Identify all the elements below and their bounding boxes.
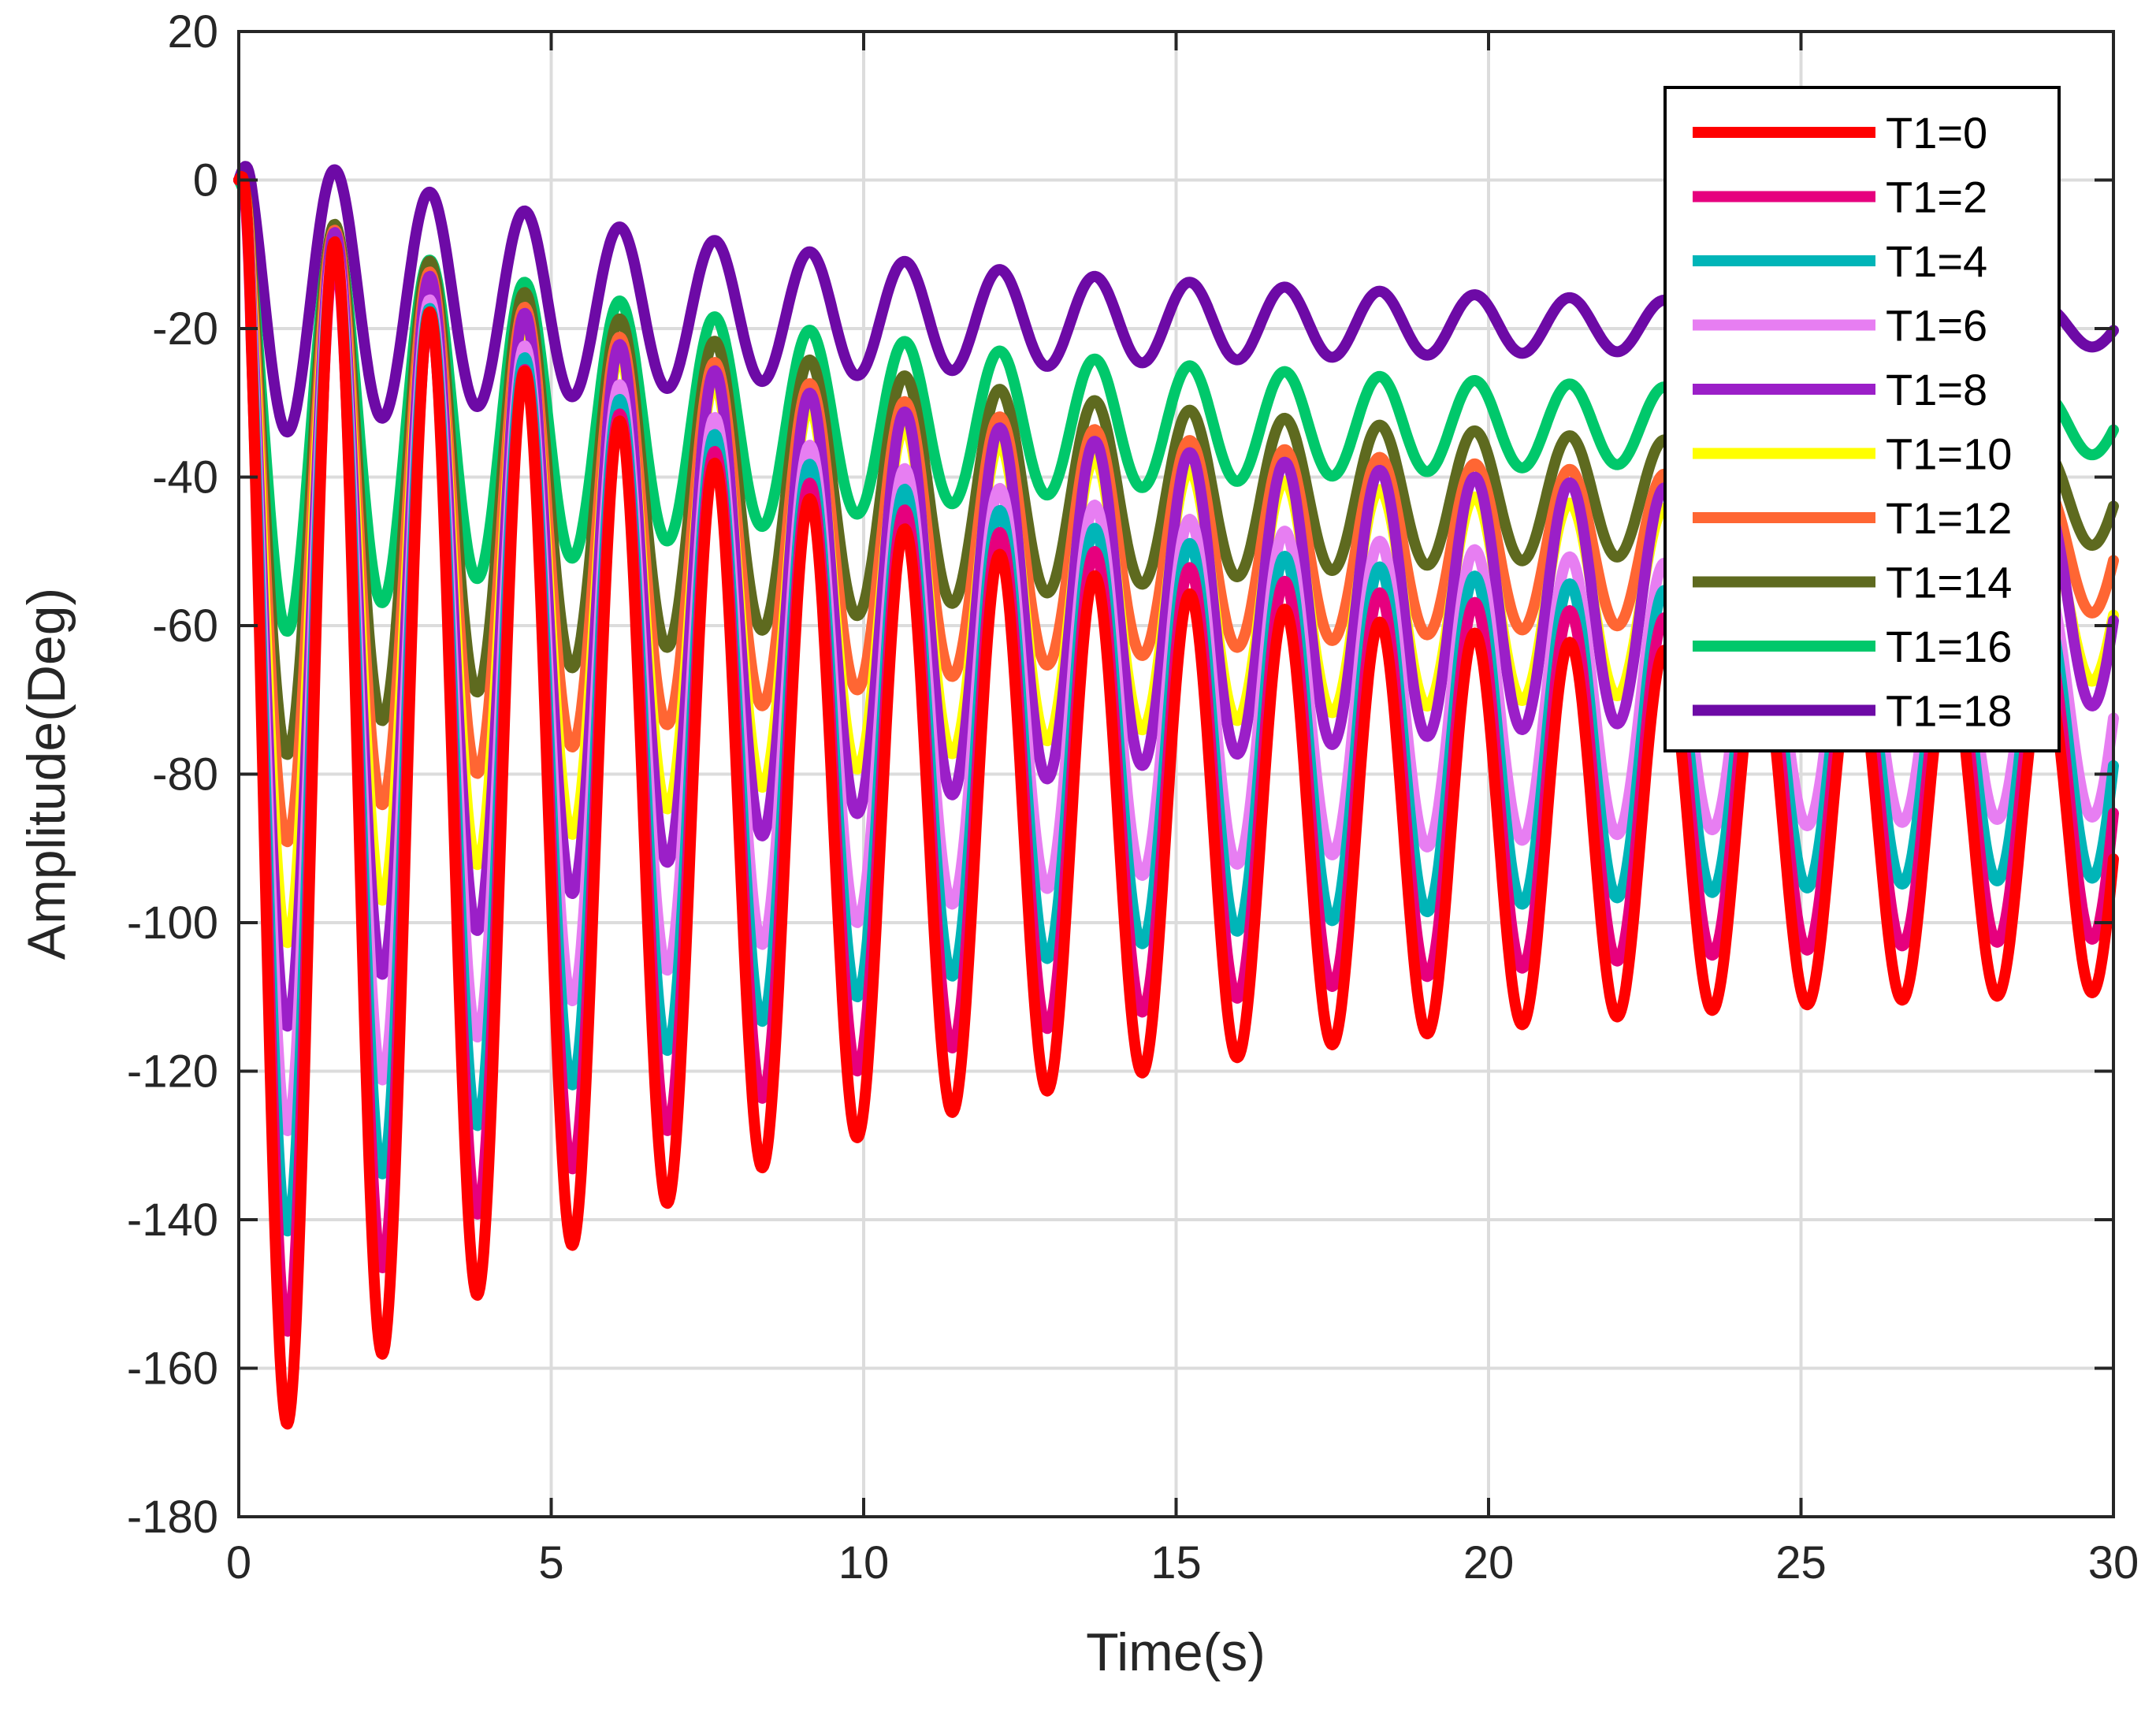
y-tick-label: -20: [152, 303, 218, 355]
legend-label: T1=12: [1886, 493, 2012, 543]
x-tick-label: 10: [838, 1537, 890, 1588]
y-tick-label: -180: [127, 1492, 218, 1543]
legend-label: T1=18: [1886, 686, 2012, 736]
y-tick-label: -120: [127, 1046, 218, 1098]
y-tick-label: -60: [152, 600, 218, 652]
y-tick-label: -140: [127, 1194, 218, 1246]
legend-label: T1=14: [1886, 558, 2012, 607]
legend: T1=0 T1=2 T1=4 T1=6 T1=8 T1=10 T1=12 T1=14 T1=16…: [1663, 86, 2061, 752]
legend-label: T1=2: [1886, 173, 1987, 222]
legend-label: T1=4: [1886, 236, 1987, 286]
y-tick-labels: 20 0 -20 -40 -60 -80 -100 -120 -140 -160 -180: [127, 6, 218, 1543]
legend-label: T1=10: [1886, 429, 2012, 479]
y-tick-label: -80: [152, 749, 218, 801]
series-line-t1-0: [233, 171, 2119, 1430]
x-tick-labels: 0 5 10 15 20 25 30: [226, 1537, 2139, 1588]
y-axis-label: Amplitude(Deg): [17, 588, 76, 960]
axis-ticks: [237, 30, 2115, 1518]
legend-label: T1=0: [1886, 108, 1987, 158]
x-tick-label: 5: [538, 1537, 563, 1588]
x-tick-label: 15: [1150, 1537, 1202, 1588]
y-tick-label: 20: [167, 6, 218, 58]
legend-label: T1=6: [1886, 301, 1987, 351]
x-tick-label: 25: [1775, 1537, 1827, 1588]
legend-label: T1=8: [1886, 365, 1987, 414]
x-tick-label: 0: [226, 1537, 251, 1588]
x-axis-label: Time(s): [1086, 1622, 1266, 1682]
y-tick-label: -40: [152, 452, 218, 503]
y-tick-label: -100: [127, 897, 218, 949]
x-tick-label: 20: [1463, 1537, 1515, 1588]
y-tick-label: 0: [193, 155, 218, 206]
y-tick-label: -160: [127, 1343, 218, 1395]
legend-label: T1=16: [1886, 622, 2012, 671]
x-tick-label: 30: [2088, 1537, 2139, 1588]
